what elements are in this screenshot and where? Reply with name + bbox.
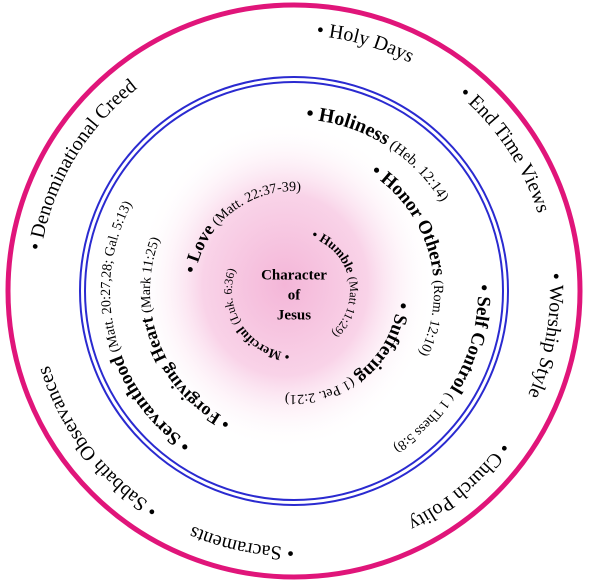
center-text: Character — [261, 267, 327, 283]
portrait-shade — [135, 120, 435, 450]
center-text: Jesus — [277, 307, 311, 323]
blue-ring — [79, 76, 509, 506]
center: Character of Jesus — [261, 267, 327, 323]
blue-ring — [84, 81, 504, 501]
center-text: of — [288, 287, 302, 303]
